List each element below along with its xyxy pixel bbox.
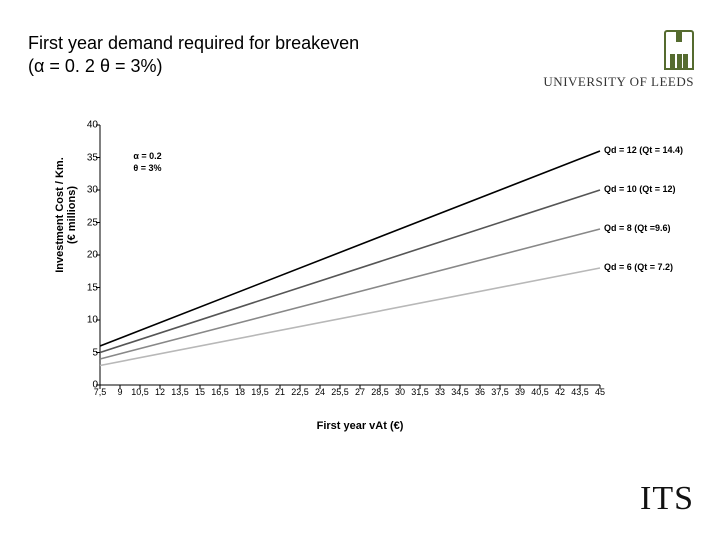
x-tick: 31,5 <box>411 387 429 397</box>
x-tick: 34,5 <box>451 387 469 397</box>
y-tick: 5 <box>68 347 98 358</box>
x-tick: 30 <box>395 387 405 397</box>
series-label-Qd8: Qd = 8 (Qt =9.6) <box>604 223 671 233</box>
x-tick: 28,5 <box>371 387 389 397</box>
slide: { "title_line1": "First year demand requ… <box>0 0 720 540</box>
x-tick: 18 <box>235 387 245 397</box>
series-label-Qd12: Qd = 12 (Qt = 14.4) <box>604 145 683 155</box>
y-tick: 30 <box>68 185 98 196</box>
y-tick: 25 <box>68 217 98 228</box>
x-tick: 13,5 <box>171 387 189 397</box>
y-tick: 35 <box>68 152 98 163</box>
x-tick: 27 <box>355 387 365 397</box>
slide-title: First year demand required for breakeven… <box>28 32 359 79</box>
chart: 05101520253035407,5910,51213,51516,51819… <box>100 125 600 385</box>
x-tick: 16,5 <box>211 387 229 397</box>
series-label-Qd10: Qd = 10 (Qt = 12) <box>604 184 676 194</box>
x-tick: 25,5 <box>331 387 349 397</box>
x-tick: 7,5 <box>94 387 107 397</box>
y-tick: 40 <box>68 120 98 131</box>
x-tick: 37,5 <box>491 387 509 397</box>
x-tick: 22,5 <box>291 387 309 397</box>
y-tick: 20 <box>68 250 98 261</box>
title-line1: First year demand required for breakeven <box>28 33 359 53</box>
x-tick: 12 <box>155 387 165 397</box>
x-tick: 19,5 <box>251 387 269 397</box>
leeds-logo-text: UNIVERSITY OF LEEDS <box>543 74 694 90</box>
y-tick: 15 <box>68 282 98 293</box>
leeds-logo: UNIVERSITY OF LEEDS <box>543 30 694 90</box>
x-tick: 15 <box>195 387 205 397</box>
y-tick: 10 <box>68 315 98 326</box>
x-tick: 40,5 <box>531 387 549 397</box>
tower-icon <box>664 30 694 70</box>
series-label-Qd6: Qd = 6 (Qt = 7.2) <box>604 262 673 272</box>
title-line2: (α = 0. 2 θ = 3%) <box>28 56 162 76</box>
x-tick: 21 <box>275 387 285 397</box>
its-logo: ITS <box>640 480 694 518</box>
x-tick: 24 <box>315 387 325 397</box>
x-axis-label: First year vAt (€) <box>0 420 720 432</box>
chart-svg <box>100 125 600 385</box>
x-tick: 43,5 <box>571 387 589 397</box>
x-tick: 9 <box>117 387 122 397</box>
param-annotation: α = 0.2θ = 3% <box>133 151 161 174</box>
x-tick: 42 <box>555 387 565 397</box>
x-tick: 45 <box>595 387 605 397</box>
x-tick: 33 <box>435 387 445 397</box>
x-tick: 36 <box>475 387 485 397</box>
x-tick: 10,5 <box>131 387 149 397</box>
x-tick: 39 <box>515 387 525 397</box>
